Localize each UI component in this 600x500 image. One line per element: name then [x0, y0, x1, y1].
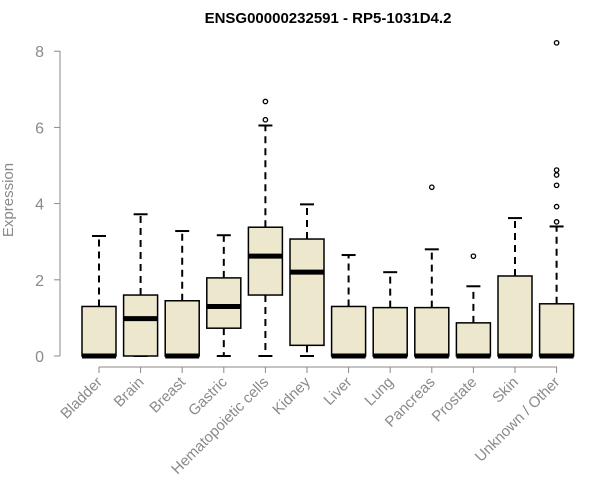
box-lung [372, 271, 408, 359]
outlier-point [553, 172, 560, 178]
outlier-point [262, 116, 269, 123]
box-brain [122, 213, 159, 357]
box-prostate [455, 253, 492, 359]
y-axis-label: Expression [0, 163, 17, 237]
box-gastric [206, 234, 242, 357]
x-tick-label: Breast [146, 373, 189, 416]
y-tick-label: 6 [35, 120, 44, 137]
box-iqr [247, 226, 284, 296]
box-bladder [81, 234, 117, 359]
outlier-point [553, 219, 560, 225]
box-iqr [497, 275, 533, 357]
x-tick-label: Bladder [57, 374, 106, 423]
box-iqr [330, 305, 367, 357]
outlier-point [262, 98, 269, 105]
box-unknown-other [538, 39, 575, 359]
x-tick-label: Brain [111, 374, 148, 411]
box-iqr [164, 300, 200, 357]
box-iqr [455, 322, 492, 357]
outlier-point [553, 203, 560, 210]
outlier-point [553, 182, 560, 189]
box-hematopoietic-cells [247, 98, 284, 357]
box-iqr [81, 305, 117, 357]
outlier-point [553, 39, 560, 46]
x-tick-label: Liver [320, 374, 355, 409]
box-iqr [289, 238, 325, 347]
box-iqr [414, 306, 450, 357]
x-tick-label: Prostate [429, 374, 481, 426]
box-kidney [289, 203, 325, 357]
y-axis-ticks: 0 2 4 6 8 [35, 44, 60, 366]
outlier-point [428, 184, 435, 191]
y-tick-label: 0 [35, 349, 44, 366]
x-tick-label: Kidney [269, 373, 314, 418]
outlier-point [553, 167, 560, 173]
box-liver [330, 254, 367, 359]
boxes-group [81, 39, 575, 359]
box-iqr [372, 306, 408, 357]
box-skin [497, 217, 533, 359]
chart-title: ENSG00000232591 - RP5-1031D4.2 [205, 10, 452, 27]
y-tick-label: 8 [35, 44, 44, 61]
box-iqr [122, 294, 159, 357]
box-iqr [538, 303, 575, 357]
box-breast [164, 230, 200, 359]
x-tick-label: Skin [489, 374, 522, 407]
y-tick-label: 2 [35, 273, 44, 290]
x-tick-label: Lung [361, 374, 397, 410]
box-iqr [206, 277, 242, 329]
outlier-point [470, 253, 477, 260]
box-pancreas [414, 184, 450, 359]
y-tick-label: 4 [35, 197, 44, 214]
